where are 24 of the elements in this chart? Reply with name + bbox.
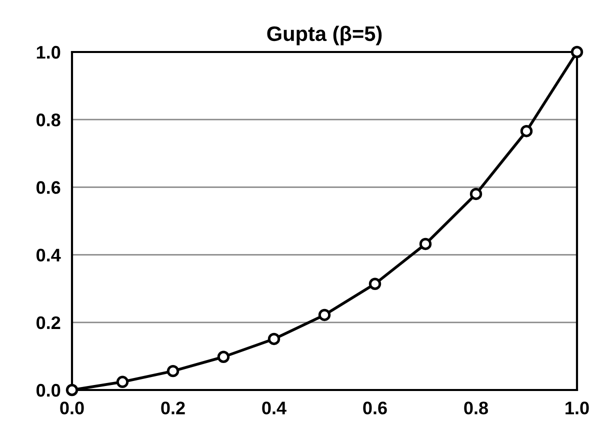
point [570, 46, 584, 58]
x-tick-label: 0.2 [161, 402, 185, 414]
point [217, 350, 230, 363]
point [318, 308, 331, 322]
point [520, 124, 533, 138]
y-tick-label: 0.6 [36, 181, 60, 194]
y-tick-label: 0.4 [36, 248, 61, 262]
x-tick-label: 0.4 [262, 402, 286, 414]
y-tick-label: 0.2 [36, 316, 60, 330]
y-tick-label: 0.0 [36, 384, 60, 397]
point [368, 278, 382, 290]
point [116, 376, 129, 388]
chart-title: Gupta (β=5) [267, 26, 382, 46]
x-tick-label: 0.8 [464, 402, 488, 414]
point [66, 384, 78, 396]
y-tick-label: 1.0 [36, 46, 60, 59]
x-tick-label: 0.0 [60, 402, 84, 414]
y-tick-label: 0.8 [36, 114, 60, 126]
point [268, 332, 280, 346]
x-tick-label: 0.6 [363, 402, 387, 414]
point [166, 364, 180, 378]
point [470, 188, 482, 200]
point [419, 238, 432, 250]
x-tick-label: 1.0 [566, 402, 589, 414]
